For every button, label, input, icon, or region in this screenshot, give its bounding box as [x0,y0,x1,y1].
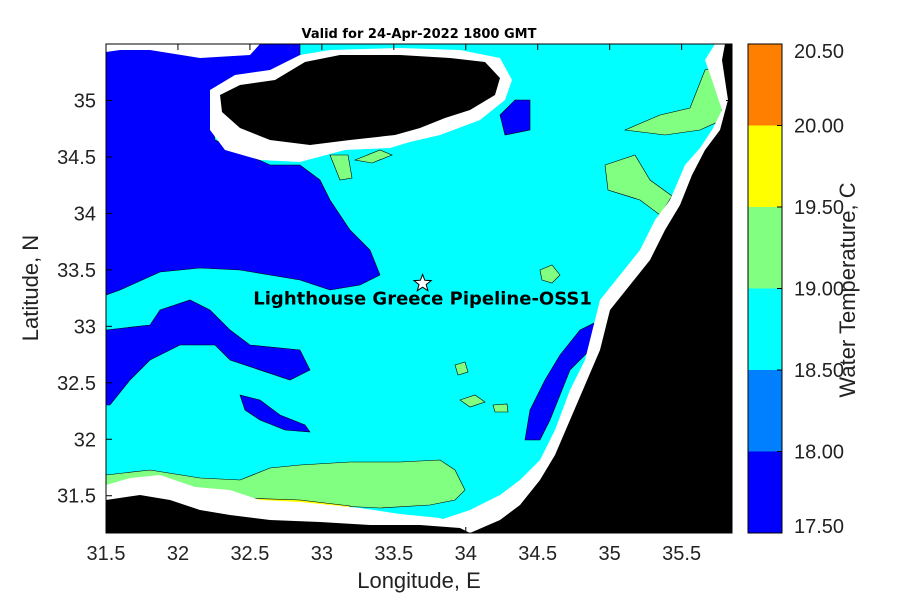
water-17p5-18-region-mid [106,299,311,406]
x-tick-label: 34.5 [518,543,557,565]
map-frame [105,43,733,534]
y-tick-label: 35 [74,90,96,112]
y-tick-label: 33 [74,316,96,338]
y-tick-label: 32.5 [57,373,96,395]
x-tick-label: 32 [167,543,189,565]
colorbar-swatch [748,207,782,289]
water-19-19p5-patch-s1 [454,361,469,376]
colorbar-swatch [748,44,782,126]
y-axis-label: Latitude, N [18,235,43,341]
water-17p5-18-region-south [239,394,311,433]
map-area [106,44,732,533]
colorbar-level-label: 19.50 [794,197,844,219]
water-19-19p5-patch-n2 [353,149,393,164]
colorbar: 17.50 18.00 18.50 19.00 19.50 20.00 20.50 [747,41,844,538]
water-19-19p5-patch-s3 [492,403,509,413]
colorbar-level-label: 18.00 [794,442,844,464]
colorbar-level-label: 20.00 [794,116,844,138]
x-tick-label: 33 [311,543,333,565]
colorbar-level-label: 19.00 [794,279,844,301]
x-axis: 31.5 32 32.5 33 33.5 34 34.5 35 35.5 [87,44,701,565]
x-tick-label: 35 [599,543,621,565]
water-19-19p5-patch-s2 [459,394,486,408]
land-egypt-coast [106,495,470,533]
y-tick-label: 33.5 [57,260,96,282]
y-axis: 31.5 32 32.5 33 33.5 34 34.5 35 [57,90,732,508]
x-tick-label: 32.5 [230,543,269,565]
site-marker: Lighthouse Greece Pipeline-OSS1 [253,272,592,309]
y-tick-label: 34 [74,203,96,225]
y-tick-label: 32 [74,429,96,451]
colorbar-swatch [748,288,782,370]
colorbar-label: Water Temperature, C [835,182,860,397]
colorbar-swatch [748,125,782,207]
land-cyprus [220,55,500,145]
x-tick-label: 35.5 [662,543,701,565]
map-title: Valid for 24-Apr-2022 1800 GMT [302,27,537,42]
star-icon [412,272,433,292]
y-tick-label: 31.5 [57,486,96,508]
colorbar-level-label: 17.50 [794,516,844,538]
site-marker-label: Lighthouse Greece Pipeline-OSS1 [253,288,592,309]
land-levant [470,44,732,533]
x-tick-label: 33.5 [374,543,413,565]
water-17p5-18-region-north [499,99,531,136]
water-19-19p5-patch-c [539,264,561,284]
colorbar-level-label: 20.50 [794,41,844,63]
nodata-margin-nw [106,44,260,58]
x-tick-label: 34 [455,543,477,565]
colorbar-swatch [748,451,782,533]
water-19-19p5-patch-n1 [329,154,353,181]
colorbar-level-label: 18.50 [794,360,844,382]
colorbar-swatch [748,370,782,452]
x-tick-label: 31.5 [87,543,126,565]
y-tick-label: 34.5 [57,147,96,169]
x-axis-label: Longitude, E [357,568,481,593]
